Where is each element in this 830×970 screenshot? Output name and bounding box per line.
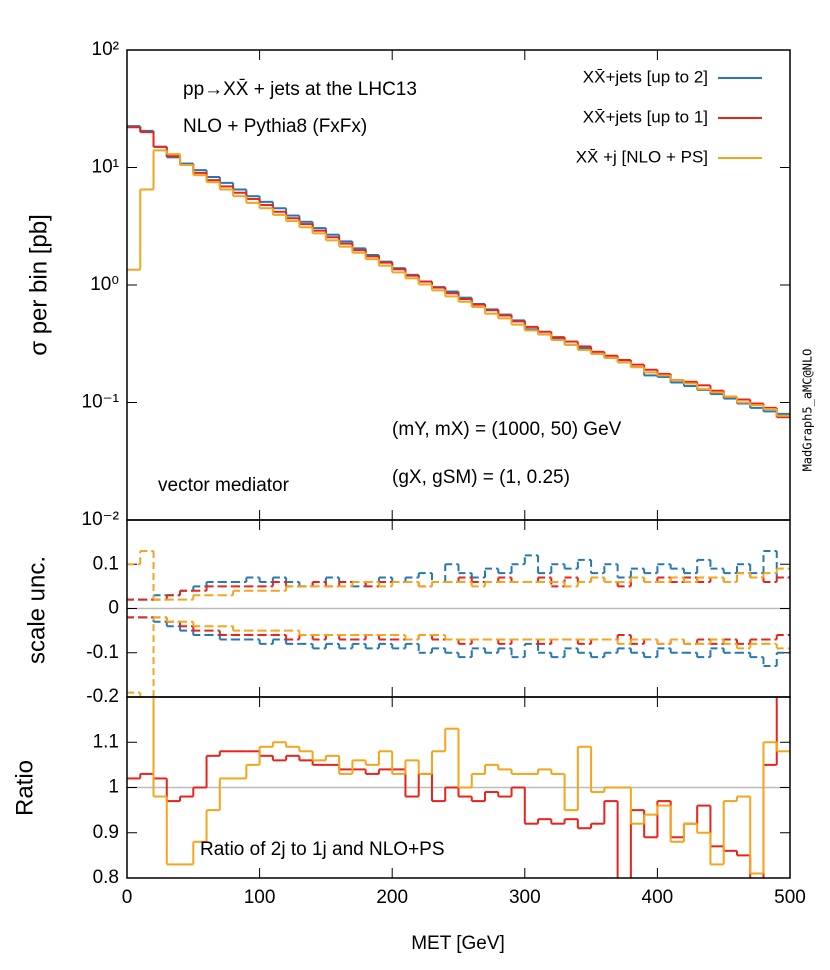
x-tick-label: 100 [244,887,276,908]
y-tick-label: 0 [108,598,119,619]
panel-frame [126,696,791,879]
y-tick-label: 0.8 [93,867,119,888]
y-tick-label: 1 [108,777,119,798]
annotation: vector mediator [158,475,290,496]
y-tick-label: 0.1 [93,553,119,574]
annotation: (gX, gSM) = (1, 0.25) [392,467,570,488]
y-tick-label: 10⁻¹ [82,392,120,413]
y-tick-label: -0.2 [86,686,119,707]
y-tick-label: 1.1 [93,731,119,752]
plot-area [127,125,790,419]
y-tick-label: 10² [92,39,119,60]
legend-label: XX̄+jets [up to 1] [583,107,708,126]
legend-label: XX̄+jets [up to 2] [583,67,708,86]
x-tick-label: 300 [509,887,541,908]
annotation: MadGraph5_aMC@NLO [801,349,815,472]
annotation: pp→XX̄ + jets at the LHC13 [183,79,417,100]
legend-label: XX̄ +j [NLO + PS] [576,147,708,166]
plot-area [127,549,790,697]
x-tick-label: 0 [122,887,133,908]
x-tick-label: 500 [774,887,806,908]
plot-area [127,697,790,878]
x-tick-label: 200 [376,887,408,908]
y-tick-label: -0.1 [86,642,119,663]
annotation: Ratio of 2j to 1j and NLO+PS [200,839,445,860]
y-axis-label: scale unc. [23,556,50,664]
y-axis-label: σ per bin [pb] [25,214,52,356]
y-tick-label: 10¹ [92,157,119,178]
x-axis-label: MET [GeV] [411,933,505,954]
y-tick-label: 10⁰ [90,274,119,295]
annotation: (mY, mX) = (1000, 50) GeV [392,419,622,440]
y-tick-label: 0.9 [93,822,119,843]
annotation: NLO + Pythia8 (FxFx) [183,116,367,137]
y-axis-label: Ratio [11,760,38,816]
x-tick-label: 400 [642,887,674,908]
y-tick-label: 10⁻² [82,509,120,530]
